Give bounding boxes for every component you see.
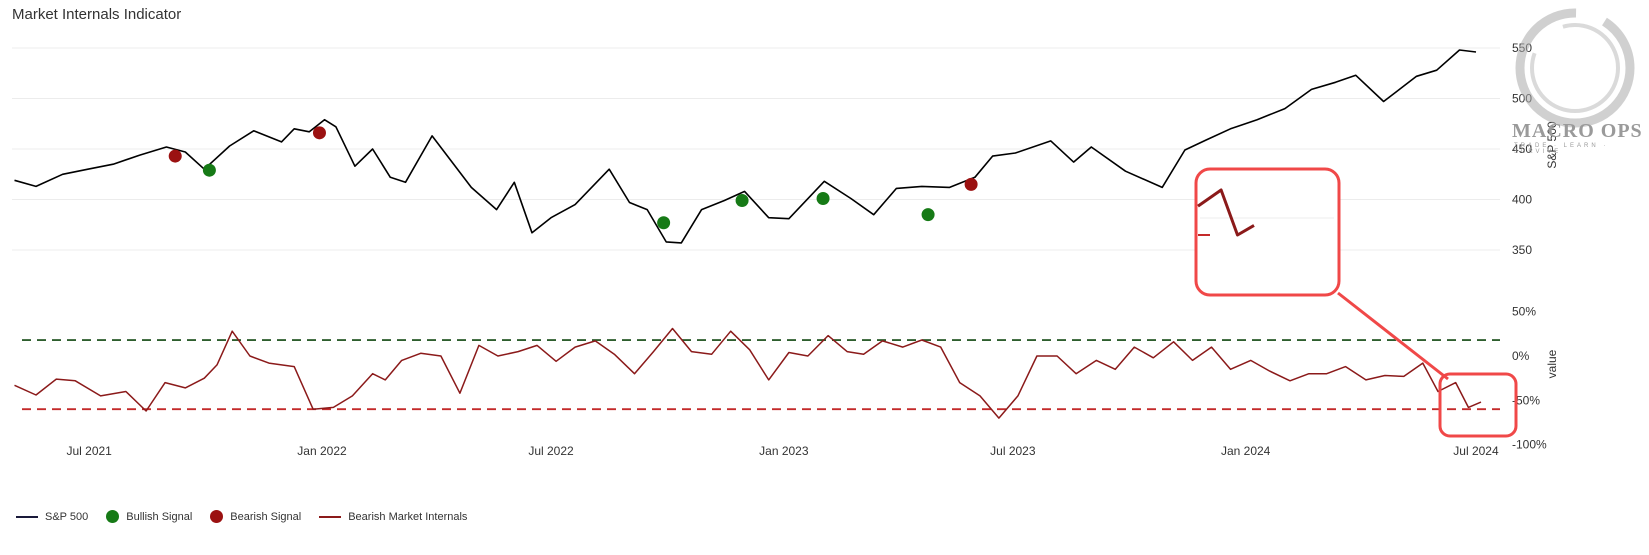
x-tick-label: Jul 2023 — [990, 444, 1036, 458]
red-dot-icon — [210, 510, 224, 523]
bullish-signal-marker — [735, 194, 749, 208]
bearish-signal-marker — [312, 126, 326, 140]
green-dot-icon — [106, 510, 120, 523]
y-tick-label: 50% — [1512, 305, 1536, 319]
x-tick-label: Jul 2021 — [66, 444, 112, 458]
legend-item-internals[interactable]: Bearish Market Internals — [319, 511, 467, 523]
x-tick-label: Jan 2022 — [297, 444, 347, 458]
x-tick-label: Jan 2023 — [759, 444, 809, 458]
chart-title: Market Internals Indicator — [12, 6, 182, 23]
y-tick-label: 0% — [1512, 349, 1530, 363]
threshold-lines — [22, 339, 1500, 411]
x-tick-label: Jul 2022 — [528, 444, 574, 458]
legend-label: Bullish Signal — [126, 510, 193, 523]
bearish-signal-marker — [964, 177, 978, 191]
y-tick-label: 400 — [1512, 193, 1532, 207]
legend: S&P 500 Bullish Signal Bearish Signal Be… — [16, 510, 467, 523]
watermark-tagline: TRADE · LEARN · SURVIVE — [1514, 143, 1609, 155]
legend-label: S&P 500 — [45, 510, 89, 523]
sp500-line — [14, 49, 1477, 244]
bullish-signal-marker — [202, 163, 216, 177]
x-tick-label: Jul 2024 — [1453, 444, 1499, 458]
series-layer — [14, 49, 1482, 419]
callout-connector — [1337, 291, 1449, 381]
highlight-box — [1438, 372, 1518, 438]
bearish-signal-marker — [168, 149, 182, 163]
line-swatch-icon — [319, 515, 342, 518]
signal-markers — [168, 126, 978, 230]
legend-item-sp500[interactable]: S&P 500 — [16, 511, 88, 523]
y-tick-label: -50% — [1512, 393, 1540, 407]
callout-annotation — [1194, 167, 1518, 438]
zoomed-internals-line — [1197, 188, 1255, 237]
bullish-signal-marker — [921, 208, 935, 222]
legend-label: Bearish Market Internals — [348, 510, 468, 523]
legend-label: Bearish Signal — [230, 510, 302, 523]
legend-item-bullish[interactable]: Bullish Signal — [106, 510, 192, 523]
y-tick-label: 350 — [1512, 243, 1532, 257]
zoom-box — [1194, 167, 1341, 297]
logo-icon — [1515, 8, 1635, 128]
y-axis-title-sp500: S&P 500 — [1545, 121, 1559, 168]
x-tick-label: Jan 2024 — [1221, 444, 1271, 458]
watermark-brand: MACRO OPS — [1512, 120, 1643, 142]
y-tick-label: -100% — [1512, 438, 1547, 452]
y-tick-label: 450 — [1512, 142, 1532, 156]
bullish-signal-marker — [816, 191, 830, 205]
y-axis-title-value: value — [1545, 349, 1559, 378]
bullish-signal-marker — [657, 216, 671, 230]
legend-item-bearish[interactable]: Bearish Signal — [210, 510, 301, 523]
line-swatch-icon — [16, 515, 38, 518]
bearish-internals-line — [14, 327, 1482, 419]
